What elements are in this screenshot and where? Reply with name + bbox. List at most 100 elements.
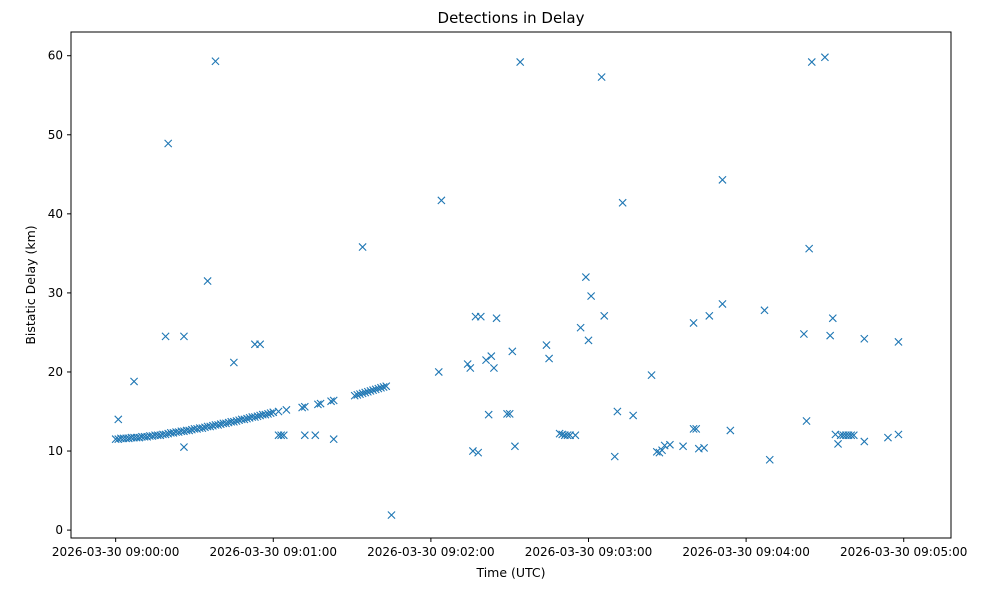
data-point xyxy=(610,452,619,461)
x-axis-label: Time (UTC) xyxy=(475,565,545,580)
data-point xyxy=(161,430,170,439)
data-point xyxy=(329,396,338,405)
data-point xyxy=(807,58,816,67)
data-point xyxy=(437,196,446,205)
data-point xyxy=(510,442,519,451)
x-tick-label: 2026-03-30 09:05:00 xyxy=(840,545,967,559)
data-point xyxy=(828,314,837,323)
x-tick-label: 2026-03-30 09:04:00 xyxy=(682,545,809,559)
data-point xyxy=(658,446,667,455)
data-point xyxy=(282,405,291,414)
data-point xyxy=(576,323,585,332)
data-point xyxy=(206,422,215,431)
data-point xyxy=(860,334,869,343)
data-point xyxy=(185,426,194,435)
data-point xyxy=(847,431,856,440)
data-point xyxy=(363,387,372,396)
data-point xyxy=(820,53,829,62)
data-point xyxy=(679,442,688,451)
data-point xyxy=(179,332,188,341)
data-point xyxy=(264,409,273,418)
data-point xyxy=(316,399,325,408)
data-point xyxy=(545,354,554,363)
data-point xyxy=(474,448,483,457)
data-point xyxy=(476,312,485,321)
data-point xyxy=(587,292,596,301)
data-point xyxy=(689,424,698,433)
data-point xyxy=(114,415,123,424)
data-point xyxy=(894,337,903,346)
data-point xyxy=(613,407,622,416)
data-point xyxy=(300,431,309,440)
data-point xyxy=(376,383,385,392)
data-point xyxy=(718,175,727,184)
data-point xyxy=(542,341,551,350)
data-point xyxy=(849,431,858,440)
x-axis: 2026-03-30 09:00:00 2026-03-30 09:01:00 20… xyxy=(52,538,967,559)
data-point xyxy=(463,360,472,369)
data-point xyxy=(353,390,362,399)
data-point xyxy=(487,352,496,361)
data-point xyxy=(647,371,656,380)
data-point xyxy=(555,429,564,438)
data-point xyxy=(718,299,727,308)
data-point xyxy=(484,410,493,419)
data-point xyxy=(350,391,359,400)
x-tick-label: 2026-03-30 09:00:00 xyxy=(52,545,179,559)
data-point xyxy=(374,384,383,393)
data-point xyxy=(277,431,286,440)
y-tick-label: 30 xyxy=(48,286,63,300)
data-point xyxy=(805,244,814,253)
y-tick-label: 60 xyxy=(48,49,63,63)
y-tick-label: 20 xyxy=(48,365,63,379)
data-point xyxy=(665,440,674,449)
plot-area-frame xyxy=(70,31,952,539)
data-point xyxy=(508,347,517,356)
data-point xyxy=(198,424,207,433)
data-point xyxy=(581,273,590,282)
data-point xyxy=(221,419,230,428)
y-tick-label: 40 xyxy=(48,207,63,221)
data-point xyxy=(329,435,338,444)
data-point xyxy=(358,389,367,398)
data-point xyxy=(311,431,320,440)
data-point xyxy=(164,139,173,148)
data-point xyxy=(130,377,139,386)
data-point xyxy=(492,314,501,323)
x-tick-label: 2026-03-30 09:02:00 xyxy=(367,545,494,559)
data-point xyxy=(369,386,378,395)
data-point xyxy=(799,330,808,339)
data-point xyxy=(313,400,322,409)
data-point xyxy=(692,424,701,433)
data-point xyxy=(179,443,188,452)
data-point xyxy=(279,431,288,440)
data-point xyxy=(203,277,212,286)
data-point xyxy=(765,455,774,464)
data-point xyxy=(327,397,336,406)
data-point xyxy=(652,447,661,456)
x-tick-label: 2026-03-30 09:01:00 xyxy=(210,545,337,559)
data-point xyxy=(584,336,593,345)
data-point xyxy=(434,367,443,376)
data-point xyxy=(266,409,275,418)
data-point xyxy=(243,414,251,423)
data-point xyxy=(366,386,375,395)
data-point xyxy=(700,443,709,452)
data-point xyxy=(232,416,241,425)
y-tick-label: 50 xyxy=(48,128,63,142)
data-point xyxy=(482,356,491,365)
data-point xyxy=(705,311,714,320)
data-point xyxy=(468,447,477,456)
data-point xyxy=(505,409,514,418)
data-point xyxy=(894,430,903,439)
y-axis-label: Bistatic Delay (km) xyxy=(23,225,38,344)
data-point xyxy=(597,73,606,82)
data-point xyxy=(214,420,223,429)
y-tick-label: 10 xyxy=(48,444,63,458)
data-point xyxy=(355,390,364,399)
data-point xyxy=(489,364,498,373)
data-point xyxy=(253,412,262,421)
data-point xyxy=(726,426,735,435)
x-tick-label: 2026-03-30 09:03:00 xyxy=(525,545,652,559)
